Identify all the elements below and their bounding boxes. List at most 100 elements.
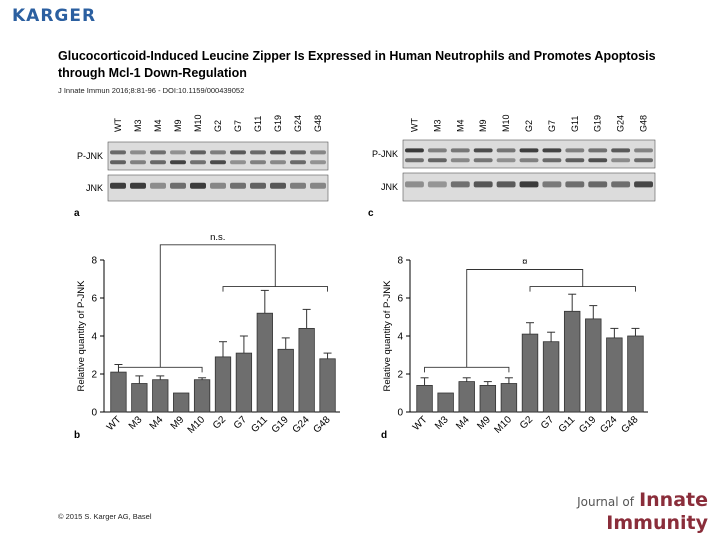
blot-a-lane-label: M10	[193, 114, 203, 132]
blot-a-band	[210, 160, 226, 165]
blot-c-band	[496, 148, 516, 153]
blot-a-lane-label: G7	[233, 120, 243, 132]
blot-a-band	[150, 150, 166, 155]
chart-d-bar	[479, 384, 497, 413]
chart-b-x-tick-label: G24	[291, 414, 312, 435]
chart-b-x-tick-label: G11	[249, 414, 270, 435]
karger-logo: KARGER	[12, 6, 97, 26]
blot-c-band	[519, 158, 539, 163]
chart-d-bar	[606, 337, 623, 413]
chart-b-bar	[298, 327, 315, 413]
blot-c-lane-label: M9	[478, 119, 488, 132]
chart-b-x-tick-label: G48	[312, 414, 333, 435]
chart-b-bar	[173, 392, 190, 413]
blot-a-band	[290, 160, 306, 165]
blot-a-band	[310, 150, 326, 155]
blot-c-band	[405, 158, 424, 163]
chart-d-y-tick-label: 6	[397, 294, 403, 305]
blot-c-band	[565, 181, 585, 188]
chart-b-panel-label: b	[74, 430, 80, 441]
blot-c-lane-label: M4	[455, 119, 465, 132]
blot-a-band	[130, 150, 146, 155]
chart-d-x-tick-label: WT	[411, 414, 430, 433]
blot-c-lane-label: M10	[501, 114, 511, 132]
blot-a-band	[270, 150, 286, 155]
blot-a-band	[310, 160, 326, 165]
blot-c-band	[634, 158, 653, 163]
chart-b-x-tick-label: M3	[127, 414, 145, 432]
chart-b-bar	[235, 352, 253, 413]
blot-a-row-label: JNK	[86, 183, 103, 193]
chart-b-bar	[193, 379, 211, 413]
chart-d-bar	[416, 384, 433, 413]
chart-d-bar	[627, 335, 644, 413]
blot-a-lane-label: G24	[293, 115, 303, 132]
chart-b-x-tick-label: G19	[270, 414, 291, 435]
blot-a-band	[290, 182, 306, 189]
blot-c-lane-label: G48	[639, 115, 649, 132]
chart-b-bar	[110, 371, 127, 413]
chart-b-y-tick-label: 0	[91, 408, 97, 419]
blot-c-band	[427, 148, 447, 153]
chart-d-bar	[563, 310, 581, 413]
blot-a-band	[170, 160, 186, 165]
chart-b-bar	[152, 379, 169, 413]
chart-d-x-tick-label: G7	[539, 414, 557, 432]
blot-a-band	[150, 160, 166, 165]
blot-a-band	[190, 150, 206, 155]
chart-b-x-tick-label: M9	[169, 414, 187, 432]
blot-a-band	[270, 160, 286, 165]
page-title: Glucocorticoid-Induced Leucine Zipper Is…	[58, 49, 656, 80]
blot-a-band	[290, 150, 306, 155]
chart-b-y-tick-label: 6	[91, 294, 97, 305]
blot-c-band	[611, 181, 631, 188]
blot-a-band	[250, 182, 266, 189]
blot-c-lane-label: G19	[593, 115, 603, 132]
blot-c-lane-label: G11	[570, 116, 580, 132]
blot-c-band	[588, 148, 608, 153]
chart-d-x-tick-label: G11	[557, 414, 578, 435]
chart-d-x-tick-label: G19	[577, 414, 598, 435]
chart-d-x-tick-label: G48	[619, 414, 640, 435]
chart-b-bar	[214, 356, 232, 413]
blot-c-lane-label: WT	[409, 118, 419, 132]
blot-a-row-label: P-JNK	[77, 151, 103, 161]
blot-a-band	[110, 150, 126, 155]
chart-d-y-tick-label: 4	[397, 332, 403, 343]
chart-b-bar	[256, 312, 273, 413]
blot-a-band	[210, 150, 226, 155]
blot-c-band	[542, 148, 562, 153]
chart-b-bracket-m	[118, 366, 203, 373]
blot-a-band	[230, 182, 246, 189]
journal-logo-line1: Journal of	[577, 495, 634, 509]
chart-d-bar	[521, 333, 539, 413]
blot-a-band	[310, 182, 326, 189]
blot-c-band	[450, 158, 470, 163]
blot-c-band	[473, 158, 493, 163]
blot-a-band	[190, 182, 206, 189]
chart-b-bar	[277, 348, 294, 413]
journal-logo-line2: Immunity	[606, 512, 708, 534]
chart-b-y-label: Relative quantity of P-JNK	[76, 280, 87, 392]
chart-d-bar	[458, 381, 475, 413]
blot-a-band	[170, 150, 186, 155]
blot-a-panel-label: a	[74, 208, 80, 219]
chart-d-bracket-m	[424, 366, 510, 373]
chart-b-x-tick-label: WT	[105, 414, 124, 433]
blot-a-lane-label: WT	[113, 118, 123, 132]
blot-a-band	[270, 182, 286, 189]
blot-c-band	[427, 181, 447, 188]
chart-d-x-tick-label: M10	[492, 414, 514, 436]
chart-d-bar	[500, 383, 518, 413]
blot-c-lane-label: G24	[616, 115, 626, 132]
blot-c-band	[473, 181, 493, 188]
blot-c-lane-label: M3	[432, 119, 442, 132]
blot-c-band	[542, 181, 562, 188]
blot-a-band	[250, 160, 266, 165]
chart-d-y-tick-label: 2	[397, 370, 403, 381]
chart-d-bracket-compare	[466, 269, 584, 368]
chart-b-y-tick-label: 8	[91, 256, 97, 267]
chart-d-y-tick-label: 0	[397, 408, 403, 419]
blot-a-lane-label: M3	[133, 119, 143, 132]
